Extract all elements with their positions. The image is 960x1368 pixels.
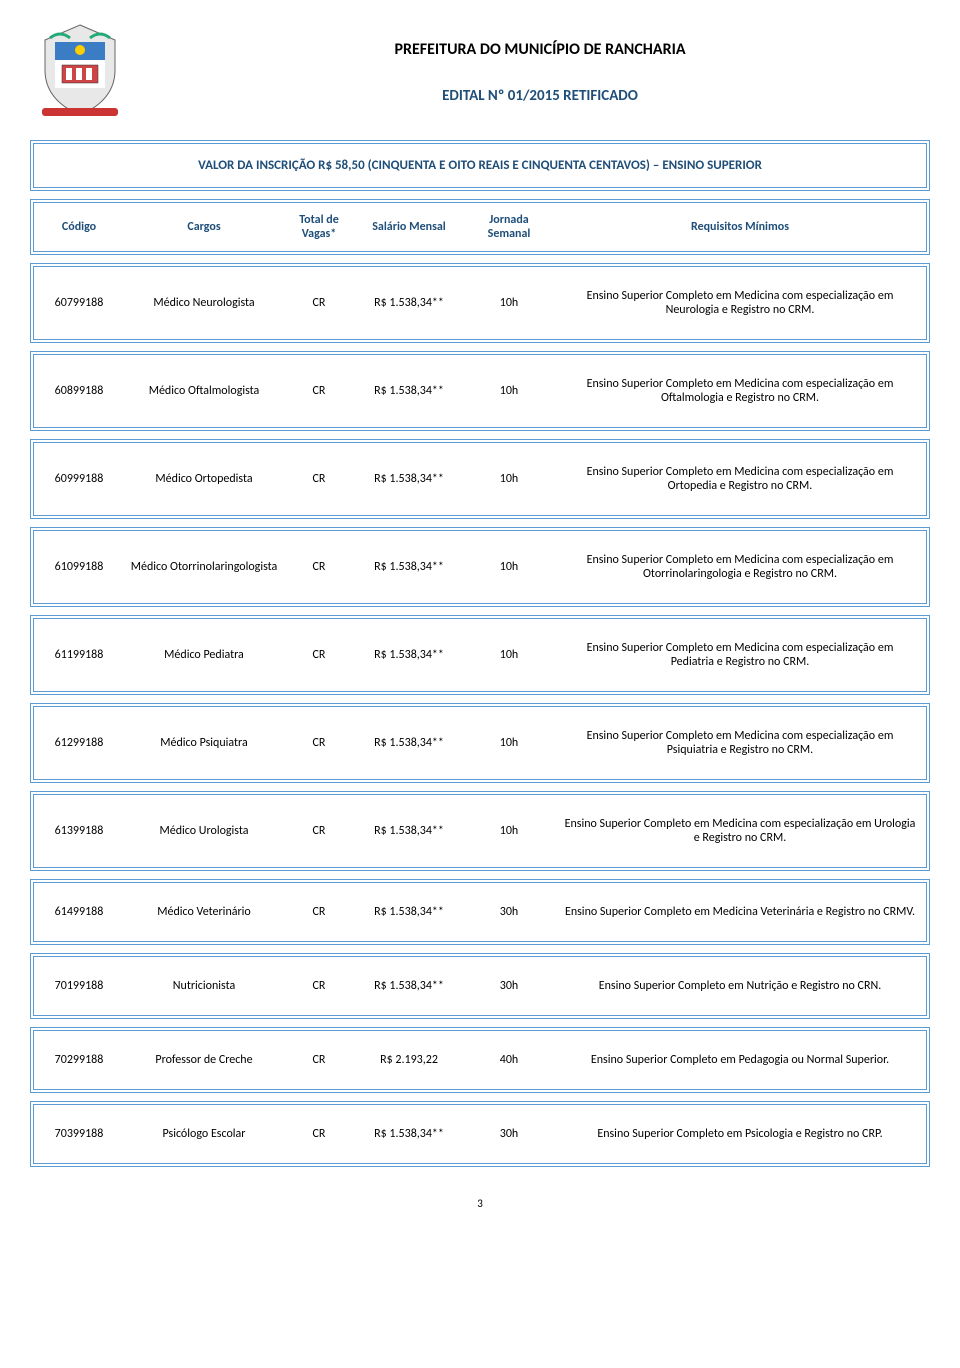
col-header-jornada: Jornada Semanal <box>464 213 554 241</box>
header-text-block: PREFEITURA DO MUNICÍPIO DE RANCHARIA EDI… <box>150 20 930 105</box>
col-header-codigo: Código <box>34 220 124 234</box>
cell-codigo: 61399188 <box>34 824 124 838</box>
table-row: 70399188 Psicólogo Escolar CR R$ 1.538,3… <box>30 1101 930 1167</box>
cell-salario: R$ 1.538,34** <box>354 824 464 838</box>
cell-vagas: CR <box>284 384 354 398</box>
municipal-coat-of-arms-icon <box>30 20 130 120</box>
cell-salario: R$ 1.538,34** <box>354 648 464 662</box>
cell-jornada: 10h <box>464 296 554 310</box>
table-row: 61299188 Médico Psiquiatra CR R$ 1.538,3… <box>30 703 930 783</box>
cell-codigo: 70199188 <box>34 979 124 993</box>
cell-jornada: 30h <box>464 1127 554 1141</box>
cell-vagas: CR <box>284 736 354 750</box>
cell-cargo: Professor de Creche <box>124 1053 284 1067</box>
table-row: 61199188 Médico Pediatra CR R$ 1.538,34*… <box>30 615 930 695</box>
cell-vagas: CR <box>284 296 354 310</box>
cell-jornada: 30h <box>464 905 554 919</box>
cell-salario: R$ 1.538,34** <box>354 472 464 486</box>
table-body: 60799188 Médico Neurologista CR R$ 1.538… <box>30 263 930 1167</box>
cell-codigo: 70299188 <box>34 1053 124 1067</box>
table-header-row: Código Cargos Total de Vagas* Salário Me… <box>30 199 930 255</box>
section-title-bar: VALOR DA INSCRIÇÃO R$ 58,50 (CINQUENTA E… <box>30 140 930 191</box>
table-row: 60799188 Médico Neurologista CR R$ 1.538… <box>30 263 930 343</box>
cell-salario: R$ 1.538,34** <box>354 560 464 574</box>
cell-cargo: Médico Otorrinolaringologista <box>124 560 284 574</box>
cell-cargo: Médico Veterinário <box>124 905 284 919</box>
cell-jornada: 10h <box>464 736 554 750</box>
cell-requisitos: Ensino Superior Completo em Medicina com… <box>554 553 926 581</box>
cell-codigo: 60999188 <box>34 472 124 486</box>
cell-salario: R$ 2.193,22 <box>354 1053 464 1067</box>
cell-vagas: CR <box>284 1053 354 1067</box>
col-header-salario: Salário Mensal <box>354 220 464 234</box>
cell-cargo: Médico Psiquiatra <box>124 736 284 750</box>
cell-codigo: 60799188 <box>34 296 124 310</box>
cell-cargo: Médico Oftalmologista <box>124 384 284 398</box>
cell-vagas: CR <box>284 905 354 919</box>
cell-requisitos: Ensino Superior Completo em Pedagogia ou… <box>554 1053 926 1067</box>
table-row: 61499188 Médico Veterinário CR R$ 1.538,… <box>30 879 930 945</box>
cell-codigo: 70399188 <box>34 1127 124 1141</box>
cell-requisitos: Ensino Superior Completo em Psicologia e… <box>554 1127 926 1141</box>
cell-codigo: 60899188 <box>34 384 124 398</box>
cell-vagas: CR <box>284 648 354 662</box>
col-header-cargo: Cargos <box>124 220 284 234</box>
table-row: 61399188 Médico Urologista CR R$ 1.538,3… <box>30 791 930 871</box>
cell-cargo: Médico Pediatra <box>124 648 284 662</box>
cell-jornada: 10h <box>464 824 554 838</box>
col-header-vagas: Total de Vagas* <box>284 213 354 241</box>
table-row: 60899188 Médico Oftalmologista CR R$ 1.5… <box>30 351 930 431</box>
cell-cargo: Médico Ortopedista <box>124 472 284 486</box>
cell-jornada: 10h <box>464 648 554 662</box>
cell-cargo: Médico Urologista <box>124 824 284 838</box>
cell-jornada: 30h <box>464 979 554 993</box>
cell-requisitos: Ensino Superior Completo em Nutrição e R… <box>554 979 926 993</box>
cell-requisitos: Ensino Superior Completo em Medicina Vet… <box>554 905 926 919</box>
cell-codigo: 61099188 <box>34 560 124 574</box>
document-title: EDITAL Nº 01/2015 RETIFICADO <box>150 87 930 105</box>
cell-jornada: 10h <box>464 472 554 486</box>
table-row: 61099188 Médico Otorrinolaringologista C… <box>30 527 930 607</box>
cell-vagas: CR <box>284 824 354 838</box>
cell-requisitos: Ensino Superior Completo em Medicina com… <box>554 641 926 669</box>
cell-codigo: 61299188 <box>34 736 124 750</box>
cell-salario: R$ 1.538,34** <box>354 1127 464 1141</box>
page-header: PREFEITURA DO MUNICÍPIO DE RANCHARIA EDI… <box>30 20 930 120</box>
table-row: 60999188 Médico Ortopedista CR R$ 1.538,… <box>30 439 930 519</box>
cell-requisitos: Ensino Superior Completo em Medicina com… <box>554 289 926 317</box>
col-header-requisitos: Requisitos Mínimos <box>554 220 926 234</box>
cell-vagas: CR <box>284 979 354 993</box>
cell-salario: R$ 1.538,34** <box>354 384 464 398</box>
cell-jornada: 10h <box>464 384 554 398</box>
organization-title: PREFEITURA DO MUNICÍPIO DE RANCHARIA <box>150 40 930 59</box>
page-number: 3 <box>30 1197 930 1210</box>
cell-requisitos: Ensino Superior Completo em Medicina com… <box>554 465 926 493</box>
cell-cargo: Médico Neurologista <box>124 296 284 310</box>
table-row: 70199188 Nutricionista CR R$ 1.538,34** … <box>30 953 930 1019</box>
cell-salario: R$ 1.538,34** <box>354 296 464 310</box>
table-row: 70299188 Professor de Creche CR R$ 2.193… <box>30 1027 930 1093</box>
cell-salario: R$ 1.538,34** <box>354 979 464 993</box>
cell-vagas: CR <box>284 1127 354 1141</box>
cell-salario: R$ 1.538,34** <box>354 736 464 750</box>
cell-salario: R$ 1.538,34** <box>354 905 464 919</box>
cell-requisitos: Ensino Superior Completo em Medicina com… <box>554 377 926 405</box>
cell-vagas: CR <box>284 560 354 574</box>
cell-jornada: 40h <box>464 1053 554 1067</box>
cell-vagas: CR <box>284 472 354 486</box>
cell-codigo: 61499188 <box>34 905 124 919</box>
cell-codigo: 61199188 <box>34 648 124 662</box>
cell-requisitos: Ensino Superior Completo em Medicina com… <box>554 729 926 757</box>
cell-cargo: Psicólogo Escolar <box>124 1127 284 1141</box>
cell-requisitos: Ensino Superior Completo em Medicina com… <box>554 817 926 845</box>
cell-cargo: Nutricionista <box>124 979 284 993</box>
cell-jornada: 10h <box>464 560 554 574</box>
